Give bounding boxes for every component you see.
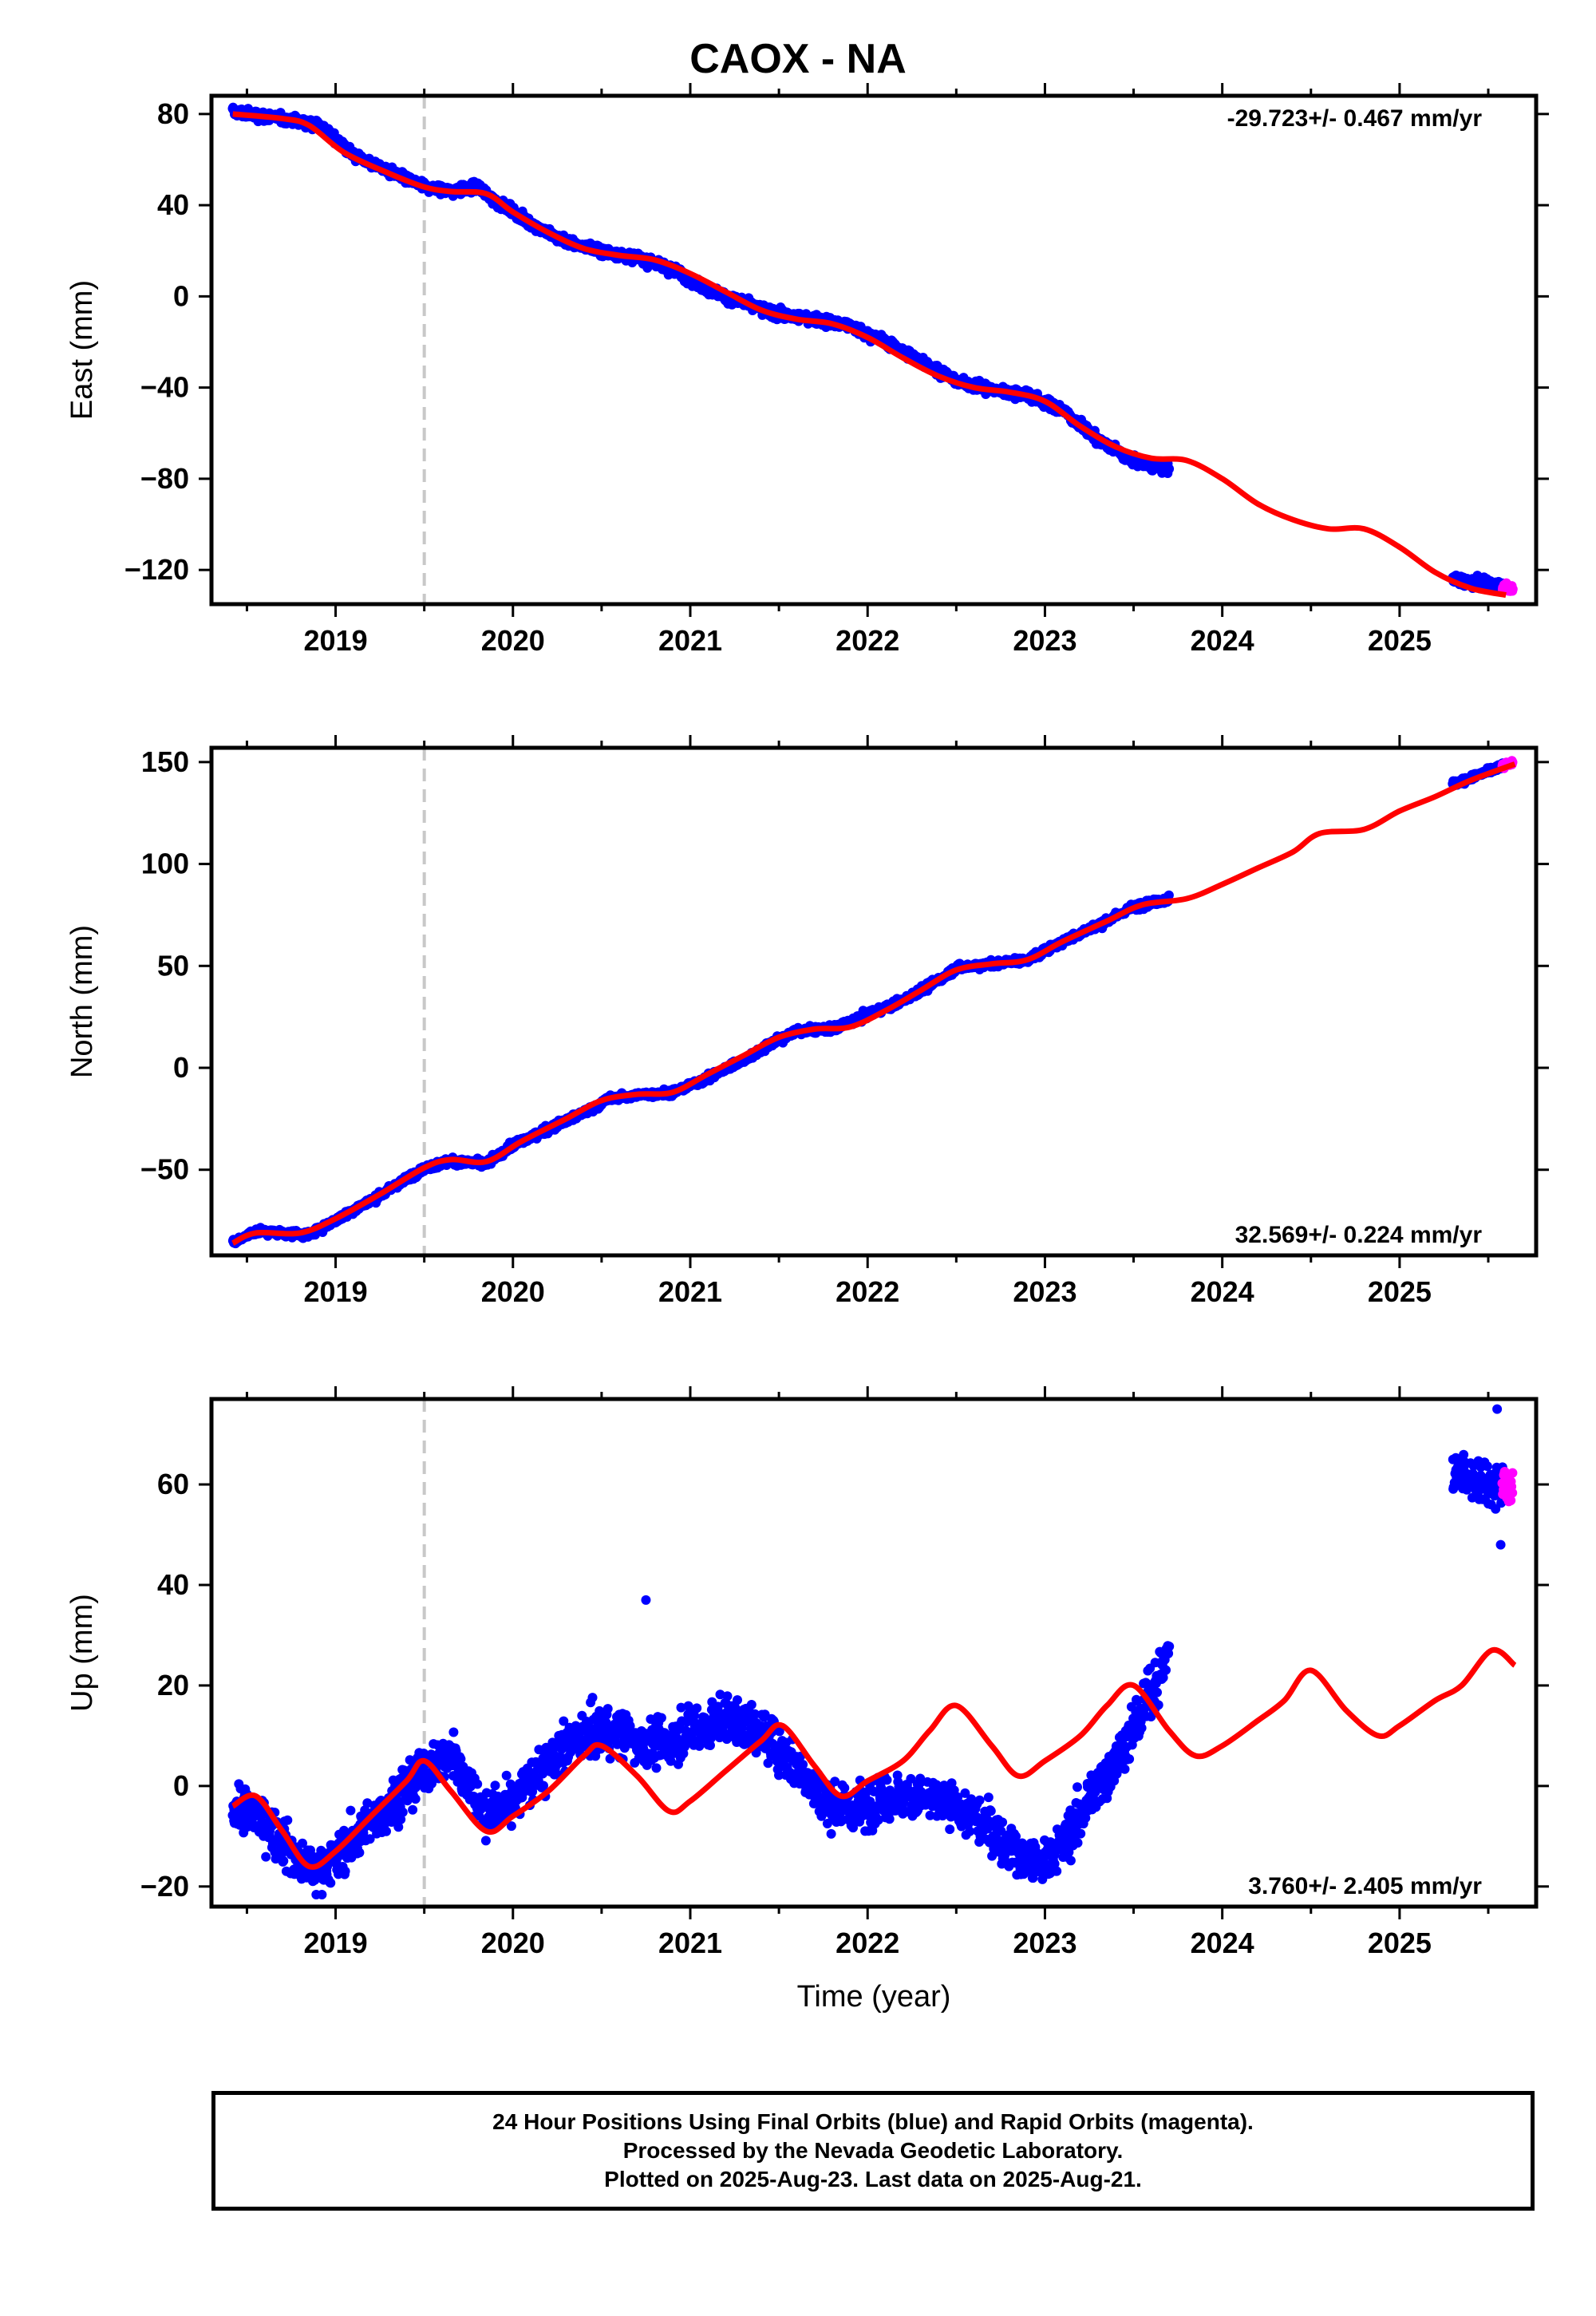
x-tick-label: 2023 [1013, 1275, 1077, 1308]
y-axis-label: North (mm) [65, 925, 99, 1078]
y-tick-label: 40 [157, 188, 189, 221]
data-point [539, 1780, 548, 1791]
x-tick-label: 2022 [836, 1275, 899, 1308]
data-point [365, 1834, 375, 1844]
data-point [393, 1822, 404, 1832]
final-orbit-points [227, 102, 1507, 595]
plot-frame [209, 745, 1539, 1258]
data-point [501, 1770, 512, 1780]
data-point [282, 1815, 293, 1825]
y-tick-label: 150 [141, 745, 189, 778]
data-point [381, 1826, 391, 1836]
x-tick-label: 2023 [1013, 624, 1077, 657]
data-point [279, 1856, 289, 1866]
x-tick-label: 2020 [481, 624, 545, 657]
model-fit-line [231, 761, 1516, 1246]
data-point [1163, 890, 1174, 900]
x-tick-label: 2020 [481, 1275, 545, 1308]
plot-area [227, 1399, 1518, 1907]
data-point [354, 1848, 365, 1858]
y-tick-label: −50 [140, 1153, 189, 1186]
data-point [326, 1878, 336, 1888]
data-point [346, 1805, 356, 1816]
data-point [396, 1814, 406, 1824]
data-point [584, 1722, 595, 1733]
data-point [298, 1838, 307, 1848]
x-tick-label: 2025 [1368, 1275, 1432, 1308]
panel-0: 80 40 0 −40 −80 −120 2019 2020 2021 2022 2023 2024 2… [65, 83, 1549, 657]
data-point [408, 1804, 418, 1815]
data-point [397, 1807, 408, 1817]
y-axis-label: East (mm) [65, 280, 99, 420]
y-tick-label: 100 [141, 848, 189, 880]
data-point [506, 1821, 516, 1832]
data-point [1507, 584, 1518, 595]
data-point [340, 1866, 350, 1876]
y-tick-label: −120 [124, 553, 189, 586]
data-point [559, 1716, 569, 1726]
data-point [480, 1836, 491, 1846]
data-point [587, 1693, 598, 1703]
x-tick-label: 2021 [658, 624, 722, 657]
final-orbit-points [227, 758, 1507, 1249]
x-tick-label: 2019 [304, 1275, 368, 1308]
model-fit-line [232, 111, 1507, 599]
x-tick-label: 2021 [658, 1275, 722, 1308]
x-tick-label: 2025 [1368, 624, 1432, 657]
rate-annotation: 32.569+/- 0.224 mm/yr [1235, 1222, 1483, 1248]
x-tick-label: 2024 [1191, 1275, 1254, 1308]
data-point [490, 1780, 500, 1791]
y-tick-label: 50 [157, 949, 189, 982]
x-tick-label: 2019 [304, 624, 368, 657]
rate-annotation: -29.723+/- 0.467 mm/yr [1227, 105, 1483, 132]
data-point [261, 1852, 271, 1862]
y-tick-label: 0 [173, 279, 189, 312]
data-point [1164, 464, 1175, 474]
data-point [317, 1890, 327, 1899]
x-tick-label: 2024 [1191, 624, 1254, 657]
data-point [448, 1727, 459, 1737]
plot-area [227, 96, 1518, 604]
plot-area [227, 748, 1518, 1255]
y-tick-label: 80 [157, 97, 189, 130]
x-tick-label: 2022 [836, 624, 899, 657]
data-point [472, 1779, 483, 1789]
panel-1: 150 100 50 0 −50 2019 2020 2021 2022 2023 2024 2025… [65, 735, 1549, 1308]
data-point [456, 1754, 466, 1764]
y-tick-label: 0 [173, 1051, 189, 1084]
y-tick-label: −40 [140, 371, 189, 404]
plot-frame [209, 93, 1539, 607]
data-point [410, 1794, 421, 1804]
y-tick-label: −80 [140, 462, 189, 495]
